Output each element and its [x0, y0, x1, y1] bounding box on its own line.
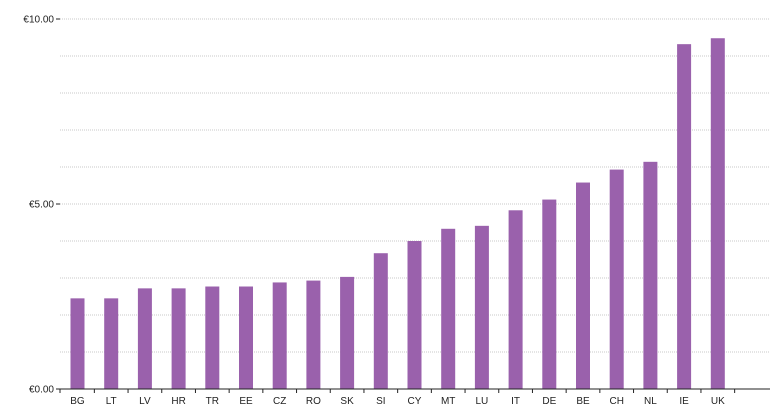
x-tick-label-bg: BG [70, 396, 85, 407]
x-tick-label-si: SI [376, 396, 385, 407]
tick-labels: BG LT LV HR TR EE CZ RO SK SI CY MT LU IT DE BE CH NL IE UK… [23, 15, 725, 408]
bar-ie [677, 44, 692, 389]
y-tick-label: €5.00 [29, 200, 54, 211]
x-tick-label-it: IT [511, 396, 520, 407]
bar-cy [407, 241, 422, 389]
x-tick-label-tr: TR [206, 396, 219, 407]
x-tick-label-ie: IE [679, 396, 689, 407]
bar-ch [609, 169, 624, 389]
y-tick-label: €10.00 [23, 15, 54, 26]
bar-tr [205, 286, 220, 389]
x-tick-label-cz: CZ [273, 396, 286, 407]
bar-hr [171, 288, 186, 389]
y-tick-label: €0.00 [29, 385, 54, 396]
bar-ee [239, 286, 253, 389]
bar-cz [272, 282, 287, 389]
x-tick-label-ee: EE [239, 396, 253, 407]
bar-de [542, 199, 557, 389]
bar-lv [137, 288, 152, 389]
x-tick-label-lu: LU [476, 396, 489, 407]
bar-mt [441, 228, 456, 389]
bar-si [373, 253, 388, 389]
x-tick-label-cy: CY [408, 396, 422, 407]
x-tick-label-lv: LV [139, 396, 151, 407]
x-tick-label-lt: LT [106, 396, 117, 407]
x-tick-label-de: DE [542, 396, 556, 407]
x-tick-label-ch: CH [609, 396, 623, 407]
bar-nl [643, 161, 658, 389]
bar-uk [710, 38, 725, 390]
bar-bg [70, 298, 85, 389]
x-tick-label-be: BE [576, 396, 590, 407]
axes [56, 18, 770, 393]
bar-sk [340, 276, 355, 389]
x-tick-label-sk: SK [340, 396, 354, 407]
x-tick-label-hr: HR [171, 396, 185, 407]
bar-lu [474, 225, 489, 389]
x-tick-label-ro: RO [306, 396, 321, 407]
x-tick-label-nl: NL [644, 396, 657, 407]
bar-ro [306, 280, 321, 389]
bar-it [508, 210, 523, 389]
bars [70, 38, 725, 390]
x-tick-label-mt: MT [441, 396, 455, 407]
bar-lt [104, 298, 119, 389]
bar-be [576, 182, 590, 389]
x-tick-label-uk: UK [711, 396, 725, 407]
